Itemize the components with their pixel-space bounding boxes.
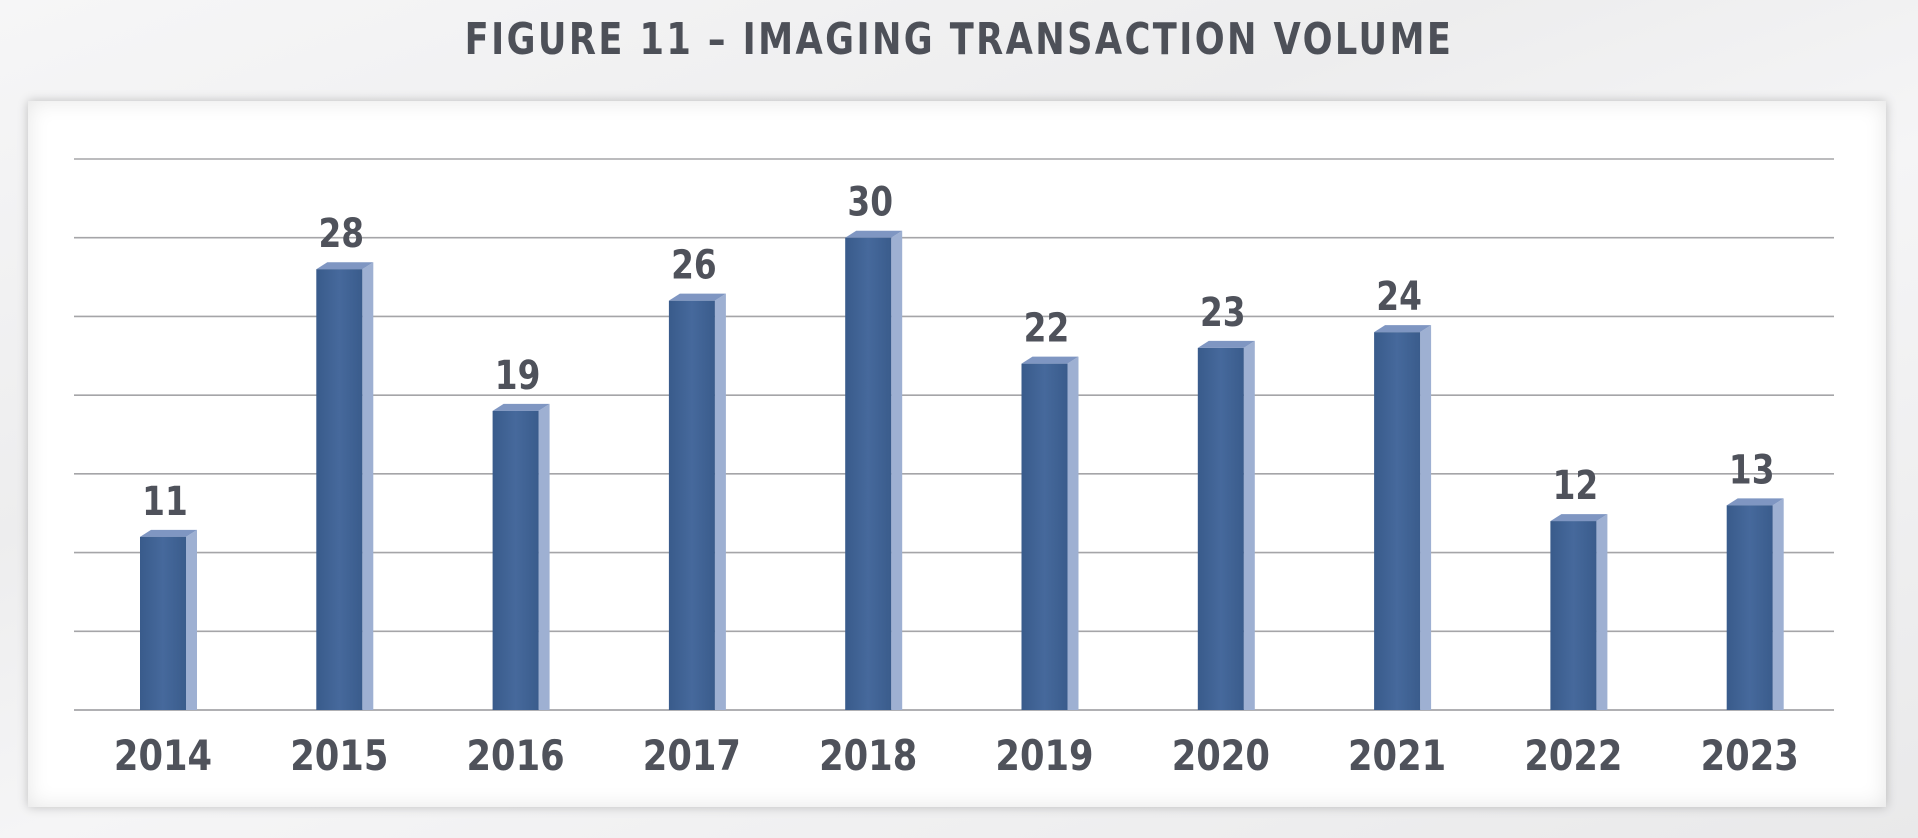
data-label: 28 xyxy=(318,210,364,257)
chart-title: FIGURE 11 – IMAGING TRANSACTION VOLUME xyxy=(464,14,1454,65)
bar-side xyxy=(1067,356,1079,710)
bar-side xyxy=(1772,498,1784,710)
data-label: 23 xyxy=(1200,289,1246,336)
bar-side xyxy=(186,529,197,710)
bar-front xyxy=(316,269,363,710)
bar-top xyxy=(845,230,903,238)
x-tick-label: 2014 xyxy=(114,732,212,781)
bar-front xyxy=(1021,363,1068,710)
data-label: 19 xyxy=(495,352,541,399)
bar-top xyxy=(1550,514,1608,522)
bar-front xyxy=(1197,347,1244,710)
data-label: 24 xyxy=(1376,273,1422,320)
bar-side xyxy=(538,403,550,710)
bar-side xyxy=(362,262,374,710)
bar-top xyxy=(140,529,197,537)
bar xyxy=(845,230,903,710)
bar-front xyxy=(845,237,892,710)
data-label: 22 xyxy=(1024,304,1070,351)
bar xyxy=(1197,340,1255,710)
bar xyxy=(668,293,726,710)
bar-front xyxy=(1374,332,1421,710)
bar xyxy=(316,262,374,710)
x-tick-label: 2020 xyxy=(1172,732,1270,781)
bar-side xyxy=(714,293,726,710)
data-label: 30 xyxy=(847,179,893,226)
bar-side xyxy=(1243,340,1255,710)
bar xyxy=(1374,325,1432,710)
x-tick-label: 2019 xyxy=(995,732,1093,781)
bar xyxy=(1550,514,1608,710)
bar-top xyxy=(492,403,550,411)
bar xyxy=(1021,356,1079,710)
data-label: 26 xyxy=(671,242,717,289)
data-label: 11 xyxy=(142,478,188,525)
bar-front xyxy=(1550,521,1597,710)
bar-front xyxy=(1726,505,1773,710)
data-labels: 11 28 19 26 30 22 23 24 12 13 xyxy=(142,179,1774,525)
bar-front xyxy=(140,536,186,710)
bar-side xyxy=(891,230,903,710)
data-label: 12 xyxy=(1553,462,1599,509)
data-label: 13 xyxy=(1729,446,1775,493)
bar xyxy=(140,529,197,710)
bar-front xyxy=(492,410,539,710)
bar xyxy=(492,403,550,710)
bar-top xyxy=(1021,356,1079,364)
x-axis-ticks: 2014 2015 2016 2017 2018 2019 2020 2021 2022 2023 xyxy=(114,732,1799,781)
bar-top xyxy=(1726,498,1784,506)
bar-front xyxy=(668,300,715,710)
x-tick-label: 2018 xyxy=(819,732,917,781)
bar-top xyxy=(1197,340,1255,348)
bar xyxy=(1726,498,1784,710)
bar-top xyxy=(316,262,374,270)
x-tick-label: 2016 xyxy=(467,732,565,781)
bars xyxy=(140,230,1784,710)
x-tick-label: 2021 xyxy=(1348,732,1446,781)
bar-top xyxy=(668,293,726,301)
bar-side xyxy=(1596,514,1608,710)
bar-side xyxy=(1420,325,1432,710)
bar-top xyxy=(1374,325,1432,333)
x-tick-label: 2023 xyxy=(1701,732,1799,781)
x-tick-label: 2015 xyxy=(290,732,388,781)
x-tick-label: 2017 xyxy=(643,732,741,781)
x-tick-label: 2022 xyxy=(1524,732,1622,781)
